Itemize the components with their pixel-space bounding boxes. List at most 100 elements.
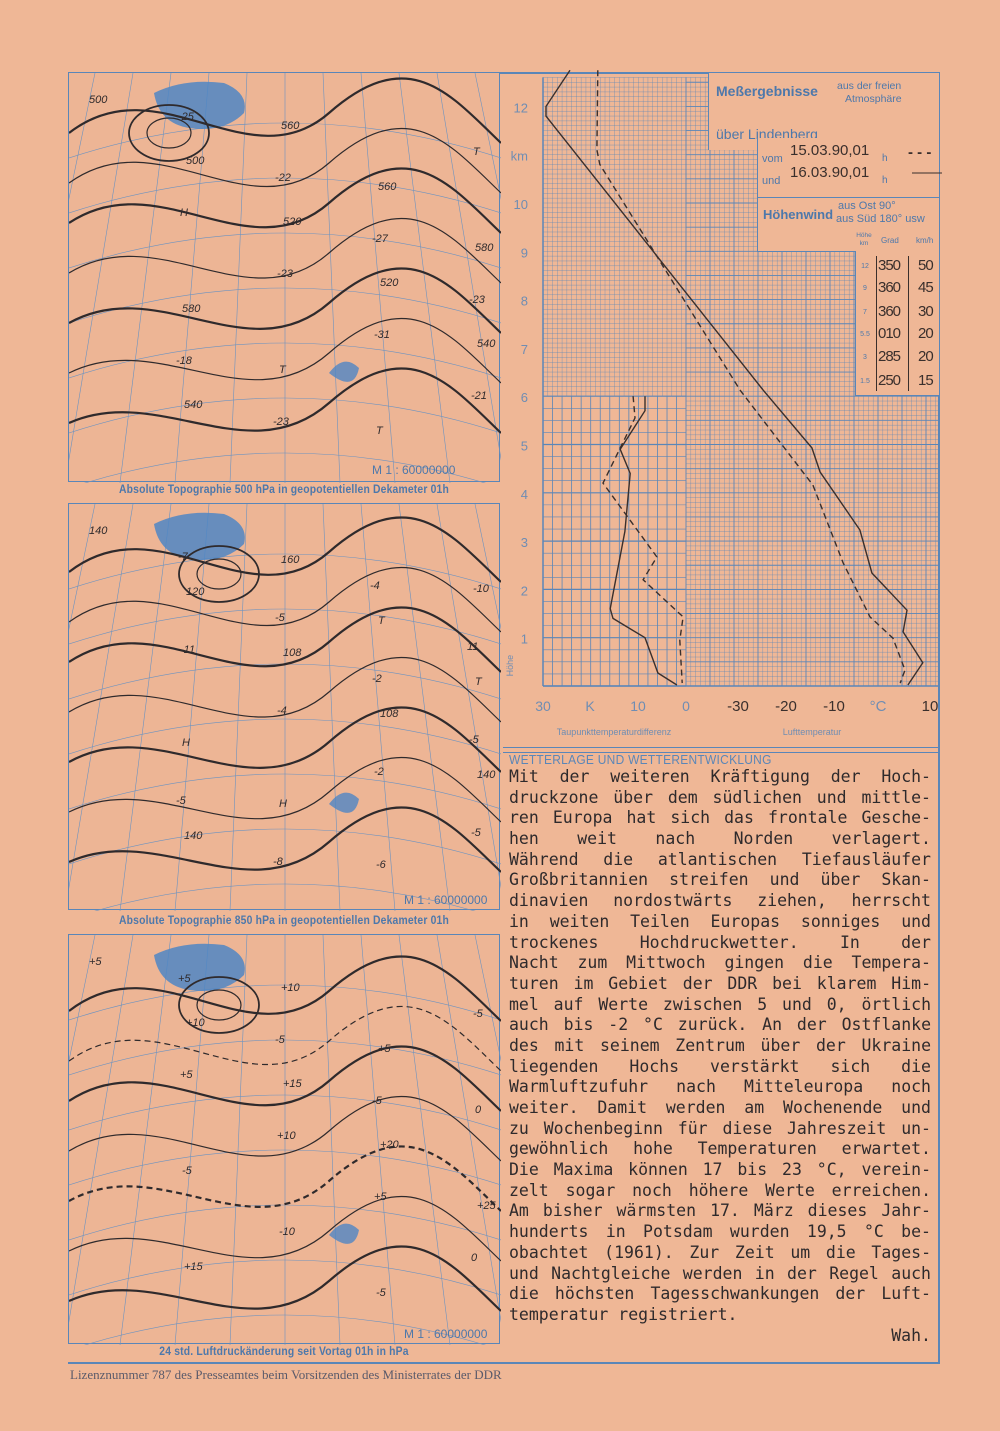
map-label: -5 [275,612,286,624]
meridian-line [360,935,396,1345]
article-line: Die Maxima können 17 bis 23 °C, verein- [509,1160,931,1180]
map-label: +10 [186,1017,206,1029]
parallel-line [69,773,501,810]
isoline [69,167,501,234]
col-deg: Grad [881,236,899,245]
y-tick-label: 6 [521,390,528,405]
date-1: 15.03.90,01 [790,142,870,159]
parallel-line [69,342,501,379]
info-subtitle-1: aus der freien [837,80,902,92]
solid-legend: —— [912,164,942,181]
isoline [69,1095,501,1162]
y-tick-label: 3 [521,535,528,550]
isoline [69,367,501,434]
wind-title: Höhenwind [763,207,834,222]
map-label: -5 [473,1008,484,1020]
isoline [69,1145,501,1212]
parallel-line [69,232,501,269]
scandinavia-shape [154,943,245,991]
x-tick-label-temperature: -20 [775,698,797,715]
map-850hpa-caption: Absolute Topographie 850 hPa in geopoten… [119,915,449,927]
wind-note-2: aus Süd 180° usw [836,213,925,225]
map-label: -21 [471,390,487,402]
map-label: +5 [180,1069,193,1081]
meridian-line [474,935,501,1062]
article-line: turen im Gebiet der DDR bei klarem Him- [509,973,931,993]
wind-row-height: 12 [861,263,869,270]
map-label: +20 [380,1139,400,1151]
map-label: 500 [89,94,108,106]
map-label: -31 [374,329,390,341]
meridian-line [69,73,134,461]
isoline [69,1005,501,1072]
x-tick-label-dewpoint: K [585,698,595,714]
article-line: mel auf Werte zwischen 5 und 0, örtlich [509,994,931,1014]
map-label: 520 [283,216,302,228]
map-label: H [180,207,188,219]
wind-row-speed: 15 [918,372,934,389]
x-tick-label-temperature: -10 [823,698,845,715]
wind-row-height: 9 [863,285,867,292]
dewpoint-depression-dashed-line [602,396,684,684]
map-label: 0 [471,1252,478,1264]
map-label: -5 [471,827,482,839]
alps-shape [329,792,359,813]
x-axis-label-temperature: Lufttemperatur [783,727,842,737]
map-label: -27 [372,233,389,245]
isoline-closed [196,989,242,1021]
meridian-line [398,73,451,483]
map-label: -23 [469,294,486,306]
article-body: Mit der weiteren Kräftigung der Hoch-dru… [509,767,931,1346]
map-label: -5 [176,795,187,807]
isoline [69,706,501,773]
map-label: T [279,364,287,376]
wind-row-direction: 360 [878,303,901,320]
meridian-line [360,73,396,483]
isoline [69,516,501,583]
isoline [69,1045,501,1112]
map-label: 140 [89,525,108,537]
map-label: 560 [378,181,397,193]
parallel-line [84,452,486,483]
map-850hpa: 140 120 108 108 140 140 160 T T H H -6 -10 -11 -4 -2 -5 -… [68,503,501,911]
map-label: 120 [186,586,205,598]
article-line: Während die atlantischen Tiefausläufer [509,849,931,869]
map-label: -4 [370,580,380,592]
isoline [69,127,501,194]
wind-row-direction: 010 [878,325,901,342]
map-label: -2 [374,766,384,778]
map-label: -7 [178,551,189,563]
map-label: -10 [473,583,490,595]
frame-right-border [938,72,940,1362]
map-label: +10 [277,1130,297,1142]
parallel-line [69,287,501,324]
article-line: Nacht zum Mittwoch gingen die Tempera- [509,953,931,973]
x-tick-label-temperature: 10 [922,698,939,715]
map-label: -10 [279,1226,296,1238]
map-label: -11 [180,644,195,656]
isoline [69,217,501,284]
parallel-line [69,718,501,755]
parallel-line [84,1314,486,1345]
x-axis-label-dewpoint: Taupunkttemperaturdifferenz [557,727,672,737]
wind-box: Höhenwind aus Ost 90° aus Süd 180° usw H… [757,197,940,252]
map-label: -18 [176,355,193,367]
map-500hpa-scale: M 1 : 60000000 [372,463,456,477]
article-line: Warmluftzufuhr nach Mitteleuropa noch [509,1077,931,1097]
isoline [69,756,501,823]
map-500hpa: 500 500 520 520 540 540 560 560 580 580 T T T H -23 -31… [68,72,501,483]
parallel-line [69,397,501,434]
map-label: -5 [469,734,480,746]
map-pressure-change: +5 +10 +15 +20 +25 +15 +10 +5 0 -5 -10 -5 -5 +5 +10 +5 0… [68,934,501,1345]
map-label: +10 [281,982,301,994]
isoline [69,317,501,384]
wind-row-height: 3 [863,354,867,361]
map-label: 580 [475,242,494,254]
article-line: ren Europa hat sich das frontale Gesche- [509,808,931,828]
map-label: -8 [273,856,284,868]
temperature-dashed-line [596,70,906,684]
date-2-hour: h [882,175,888,186]
article-line: Am bisher wärmsten 17. März dieses Jahr- [509,1201,931,1221]
article-line: gewöhnlich hohe Temperaturen erwartet. [509,1139,931,1159]
map-label: 0 [475,1104,482,1116]
